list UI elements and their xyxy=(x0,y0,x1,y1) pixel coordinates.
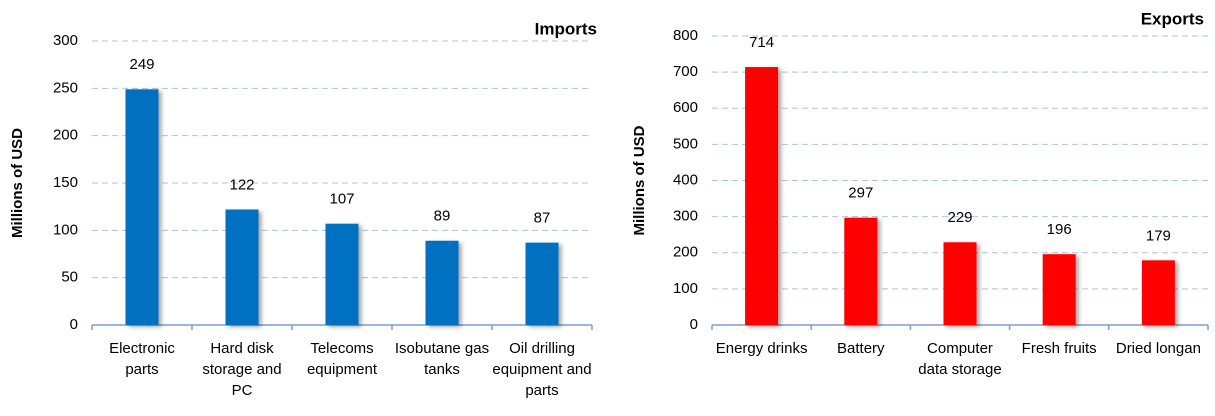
x-tick-label: Computer data storage xyxy=(918,340,1002,378)
x-tick-label: Telecoms equipment xyxy=(306,340,378,378)
value-label: 196 xyxy=(1047,221,1072,238)
value-label: 249 xyxy=(129,56,154,73)
bar xyxy=(125,89,159,325)
value-label: 714 xyxy=(749,34,774,51)
y-tick-label: 400 xyxy=(673,171,698,188)
y-tick-label: 700 xyxy=(673,63,698,80)
bar xyxy=(1141,260,1175,325)
value-label: 229 xyxy=(947,209,972,226)
value-label: 89 xyxy=(434,208,451,225)
x-tick-label: Isobutane gas tanks xyxy=(394,340,490,378)
y-tick-label: 800 xyxy=(673,27,698,44)
y-tick-label: 100 xyxy=(673,280,698,297)
y-tick-label: 250 xyxy=(53,79,78,96)
value-label: 122 xyxy=(229,176,254,193)
y-tick-label: 200 xyxy=(53,127,78,144)
bar xyxy=(525,242,559,325)
bar xyxy=(325,223,359,325)
value-label: 87 xyxy=(534,210,551,227)
y-tick-label: 100 xyxy=(53,221,78,238)
y-tick-label: 600 xyxy=(673,99,698,116)
x-tick-label: Dried longan xyxy=(1115,340,1201,357)
y-axis-label: Millions of USD xyxy=(9,128,26,238)
x-tick-label: Energy drinks xyxy=(715,340,808,357)
y-tick-label: 200 xyxy=(673,244,698,261)
x-tick-label: Oil drilling equipment and parts xyxy=(492,340,592,399)
y-tick-label: 300 xyxy=(53,32,78,49)
bar xyxy=(943,242,977,325)
y-tick-label: 500 xyxy=(673,135,698,152)
y-axis-label: Millions of USD xyxy=(631,125,648,235)
value-label: 107 xyxy=(329,191,354,208)
y-tick-label: 150 xyxy=(53,174,78,191)
chart-title: Imports xyxy=(535,19,597,38)
bar xyxy=(745,67,779,325)
x-tick-label: Hard disk storage and PC xyxy=(202,340,282,399)
x-tick-label: Battery xyxy=(837,340,885,357)
value-label: 179 xyxy=(1146,227,1171,244)
y-tick-label: 300 xyxy=(673,208,698,225)
y-tick-label: 50 xyxy=(61,269,78,286)
y-tick-label: 0 xyxy=(70,316,78,333)
bar xyxy=(425,240,459,325)
bar xyxy=(844,217,878,325)
bar xyxy=(1042,254,1076,325)
x-tick-label: Electronic parts xyxy=(109,340,175,378)
value-label: 297 xyxy=(848,185,873,202)
x-tick-label: Fresh fruits xyxy=(1021,340,1097,357)
chart-title: Exports xyxy=(1141,9,1204,28)
y-tick-label: 0 xyxy=(690,316,698,333)
bar xyxy=(225,209,259,325)
